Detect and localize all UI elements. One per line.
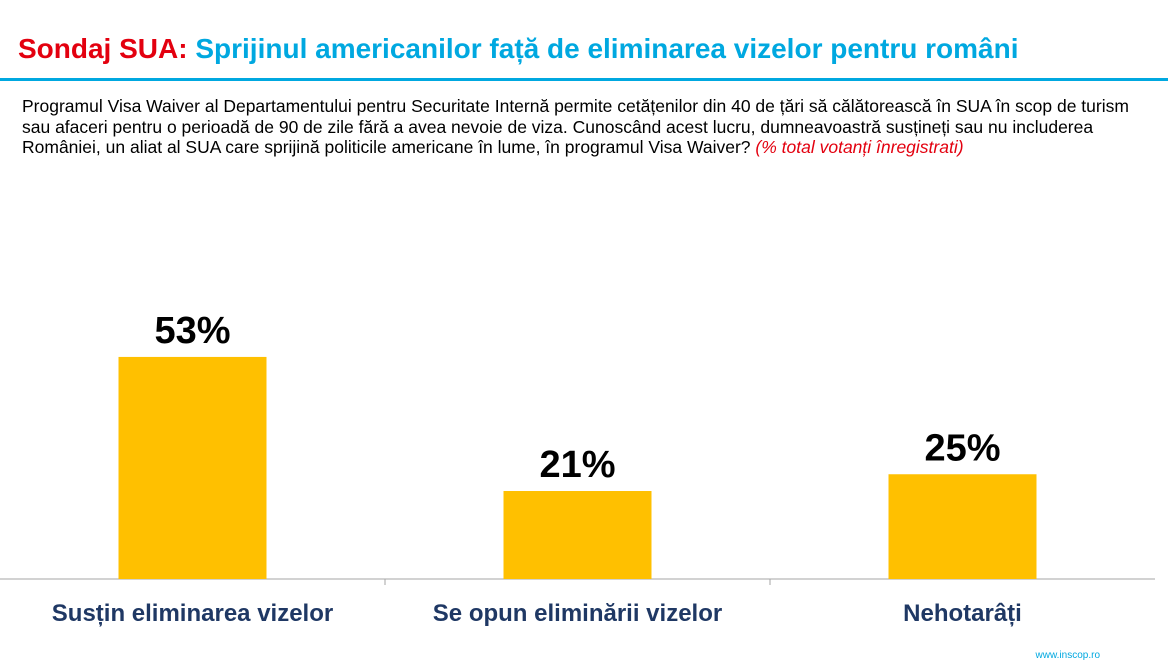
- source-url: www.inscop.ro: [1035, 650, 1100, 661]
- title-divider: [0, 78, 1168, 81]
- question-text: Programul Visa Waiver al Departamentului…: [22, 96, 1147, 158]
- category-label-1: Susțin eliminarea vizelor: [52, 600, 333, 627]
- title-main: Sprijinul americanilor față de eliminare…: [195, 33, 1019, 64]
- category-label-2: Se opun eliminării vizelor: [433, 600, 722, 627]
- data-label-3: 25%: [924, 427, 1000, 469]
- bar-1: [118, 356, 267, 579]
- bar-3: [888, 474, 1037, 579]
- page-title: Sondaj SUA: Sprijinul americanilor față …: [18, 32, 1018, 66]
- question-body: Programul Visa Waiver al Departamentului…: [22, 96, 1129, 157]
- data-label-1: 53%: [154, 310, 230, 352]
- question-note: (% total votanți înregistrati): [755, 137, 964, 157]
- category-label-3: Nehotarâți: [903, 600, 1022, 627]
- title-prefix: Sondaj SUA:: [18, 33, 188, 64]
- data-label-2: 21%: [539, 444, 615, 486]
- bar-2: [503, 491, 652, 579]
